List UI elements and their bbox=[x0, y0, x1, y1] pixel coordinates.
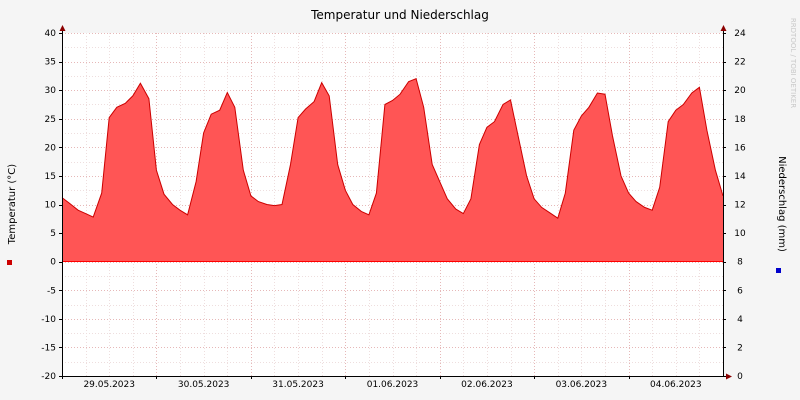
y-tick-label-right: 2 bbox=[737, 343, 743, 353]
y-tick-label-left: 35 bbox=[45, 58, 56, 68]
y-axis-left-label: Temperatur (°C) bbox=[7, 164, 18, 245]
x-tick-label: 31.05.2023 bbox=[272, 380, 324, 390]
y-tick-label-right: 8 bbox=[737, 258, 743, 268]
y-axis-left-arrow bbox=[59, 25, 66, 31]
y-tick-label-left: -10 bbox=[41, 315, 56, 325]
legend-precipitation-marker bbox=[776, 268, 781, 273]
y-axis-right-label: Niederschlag (mm) bbox=[776, 156, 787, 252]
y-tick-label-left: 20 bbox=[45, 143, 57, 153]
y-tick-label-right: 4 bbox=[737, 315, 743, 325]
x-tick-label: 02.06.2023 bbox=[461, 380, 513, 390]
x-tick-label: 01.06.2023 bbox=[367, 380, 419, 390]
y-tick-label-right: 12 bbox=[734, 201, 745, 211]
y-tick-label-right: 20 bbox=[734, 86, 746, 96]
y-tick-label-left: 5 bbox=[50, 229, 56, 239]
x-tick-label: 03.06.2023 bbox=[556, 380, 608, 390]
y-tick-label-left: 40 bbox=[45, 29, 57, 39]
y-tick-label-left: 0 bbox=[50, 258, 56, 268]
y-tick-label-left: 15 bbox=[45, 172, 56, 182]
y-tick-label-left: -15 bbox=[41, 343, 56, 353]
y-axis-right-arrow bbox=[720, 25, 727, 31]
x-axis-arrow bbox=[726, 373, 732, 380]
temperature-area bbox=[62, 78, 723, 262]
x-axis-ticks: 29.05.2023 30.05.2023 31.05.2023 01.06.2023… bbox=[62, 376, 702, 390]
y-tick-label-right: 6 bbox=[737, 286, 743, 296]
chart-title: Temperatur und Niederschlag bbox=[310, 8, 489, 22]
y-tick-label-left: 25 bbox=[45, 115, 56, 125]
axes bbox=[59, 25, 732, 380]
legend-temperature-marker bbox=[7, 260, 12, 265]
x-tick-label: 29.05.2023 bbox=[83, 380, 135, 390]
y-tick-label-left: 30 bbox=[45, 86, 57, 96]
y-tick-label-right: 16 bbox=[734, 143, 746, 153]
x-tick-label: 04.06.2023 bbox=[650, 380, 702, 390]
y-tick-label-right: 14 bbox=[734, 172, 746, 182]
y-axis-left-ticks: -20 -15 -10 -5 0 5 10 15 20 25 30 35 40 bbox=[41, 29, 62, 382]
y-tick-label-right: 24 bbox=[734, 29, 746, 39]
temperature-line bbox=[61, 78, 724, 219]
y-tick-label-left: -20 bbox=[41, 372, 56, 382]
watermark: RRDTOOL / TOBI OETIKER bbox=[789, 18, 797, 108]
y-tick-label-right: 0 bbox=[737, 372, 743, 382]
y-tick-label-left: -5 bbox=[47, 286, 56, 296]
y-tick-label-right: 10 bbox=[734, 229, 746, 239]
y-tick-label-right: 22 bbox=[734, 58, 745, 68]
y-tick-label-right: 18 bbox=[734, 115, 746, 125]
x-tick-label: 30.05.2023 bbox=[178, 380, 230, 390]
y-tick-label-left: 10 bbox=[45, 201, 57, 211]
